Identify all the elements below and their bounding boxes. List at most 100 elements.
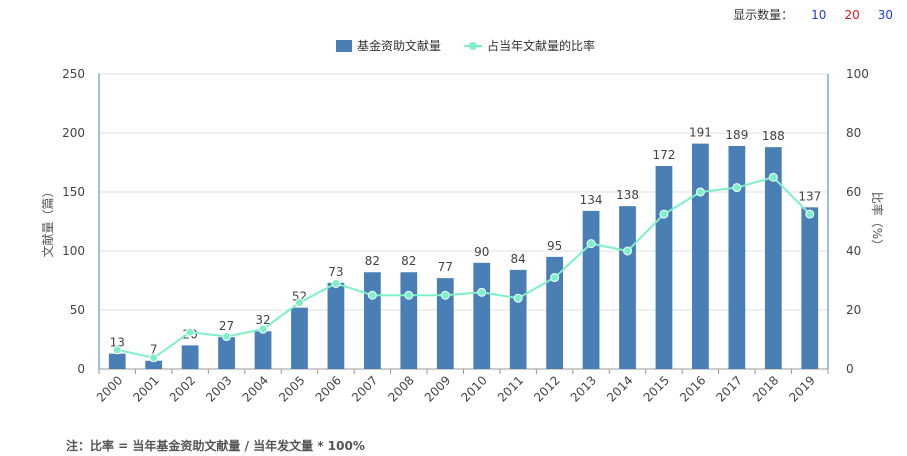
y-left-tick-label: 150 [62, 185, 85, 199]
ratio-point [513, 293, 523, 303]
ratio-point [258, 324, 268, 334]
display-count-label: 显示数量： [733, 8, 794, 22]
bar [764, 147, 782, 369]
bar [363, 272, 381, 369]
bar [619, 206, 636, 369]
bar-value-label: 7 [150, 343, 158, 357]
bar-value-label: 137 [798, 189, 821, 203]
legend-bar-swatch [336, 40, 352, 52]
chart: 0 50 100 150 200 250 0 20 40 60 80 100 文献量（篇） 比率（%） 13… [40, 38, 885, 405]
y-right-tick-label: 60 [846, 185, 861, 199]
display-count-selector: 显示数量： 10 20 30 [733, 6, 893, 23]
bar-value-label: 82 [365, 254, 380, 268]
ratio-point [149, 353, 159, 363]
y-right-tick-label: 100 [846, 67, 869, 81]
bar [546, 256, 564, 369]
ratio-point [222, 332, 232, 342]
bar [582, 210, 600, 369]
bar-value-label: 27 [219, 319, 234, 333]
bar [728, 145, 746, 369]
ratio-point [623, 246, 633, 256]
bar-value-label: 84 [511, 252, 526, 266]
y-right-tick-label: 40 [846, 244, 861, 258]
x-tick-label: 2002 [167, 373, 198, 404]
x-tick-label: 2015 [641, 373, 672, 404]
bar-value-label: 138 [616, 188, 639, 202]
x-tick-label: 2006 [313, 373, 344, 404]
bar-value-label: 73 [328, 265, 343, 279]
ratio-point [185, 327, 195, 337]
y-right-tick-label: 80 [846, 126, 861, 140]
x-tick-label: 2009 [422, 373, 453, 404]
x-tick-label: 2007 [349, 373, 380, 404]
bar-value-label: 188 [762, 129, 785, 143]
bar [108, 353, 126, 369]
ratio-point [294, 298, 304, 308]
bar [145, 360, 163, 369]
bar [181, 345, 199, 369]
x-tick-label: 2011 [495, 373, 526, 404]
x-tick-label: 2013 [568, 373, 599, 404]
bar-value-label: 90 [474, 245, 489, 259]
x-tick-label: 2019 [786, 373, 817, 404]
bar-value-label: 191 [689, 126, 712, 140]
bar-value-label: 95 [547, 239, 562, 253]
ratio-point [805, 209, 815, 219]
legend-line-marker [469, 42, 477, 50]
ratio-point [440, 290, 450, 300]
y-left-tick-label: 100 [62, 244, 85, 258]
bar [254, 331, 272, 369]
x-tick-label: 2010 [458, 373, 489, 404]
x-tick-label: 2003 [203, 373, 234, 404]
x-tick-label: 2005 [276, 373, 307, 404]
x-tick-label: 2001 [130, 373, 161, 404]
bar [436, 278, 454, 369]
bar [473, 262, 491, 369]
x-tick-label: 2000 [94, 373, 125, 404]
bar [291, 307, 308, 369]
y-left-axis-title: 文献量（篇） [40, 185, 55, 257]
bar-value-label: 82 [401, 254, 416, 268]
x-tick-label: 2017 [713, 373, 744, 404]
ratio-point [404, 290, 414, 300]
ratio-point [768, 172, 778, 182]
ratio-point [367, 290, 377, 300]
display-count-option-20[interactable]: 20 [844, 7, 860, 22]
x-tick-label: 2004 [240, 373, 271, 404]
x-tick-label: 2018 [750, 373, 781, 404]
bar-value-label: 13 [110, 336, 125, 350]
display-count-option-10[interactable]: 10 [811, 7, 827, 22]
display-count-option-30[interactable]: 30 [877, 7, 893, 22]
bar [218, 337, 235, 369]
ratio-point [331, 278, 341, 288]
footnote: 注：比率 = 当年基金资助文献量 / 当年发文量 * 100% [66, 439, 365, 453]
bar-value-label: 189 [725, 128, 748, 142]
ratio-line [117, 176, 811, 359]
bar-value-label: 172 [653, 148, 676, 162]
bar [509, 269, 527, 369]
bar [327, 282, 345, 369]
bar [400, 272, 418, 369]
bar [801, 207, 819, 369]
x-tick-label: 2016 [677, 373, 708, 404]
y-left-tick-label: 0 [77, 362, 85, 376]
bar [692, 143, 709, 369]
legend-line-label: 占当年文献量的比率 [487, 38, 595, 53]
ratio-point [732, 183, 742, 193]
legend-bar-label: 基金资助文献量 [357, 38, 441, 53]
y-right-axis-title: 比率（%） [870, 192, 885, 251]
ratio-point [659, 209, 669, 219]
y-left-tick-label: 250 [62, 67, 85, 81]
ratio-point [477, 287, 487, 297]
y-right-tick-label: 0 [846, 362, 854, 376]
x-tick-label: 2014 [604, 373, 635, 404]
bar-value-label: 32 [255, 313, 270, 327]
y-left-tick-label: 200 [62, 126, 85, 140]
y-left-tick-label: 50 [70, 303, 85, 317]
bar-value-label: 77 [438, 260, 453, 274]
ratio-point [112, 345, 122, 355]
x-tick-label: 2012 [531, 373, 562, 404]
x-tick-label: 2008 [385, 373, 416, 404]
ratio-point [550, 273, 560, 283]
y-right-tick-label: 20 [846, 303, 861, 317]
